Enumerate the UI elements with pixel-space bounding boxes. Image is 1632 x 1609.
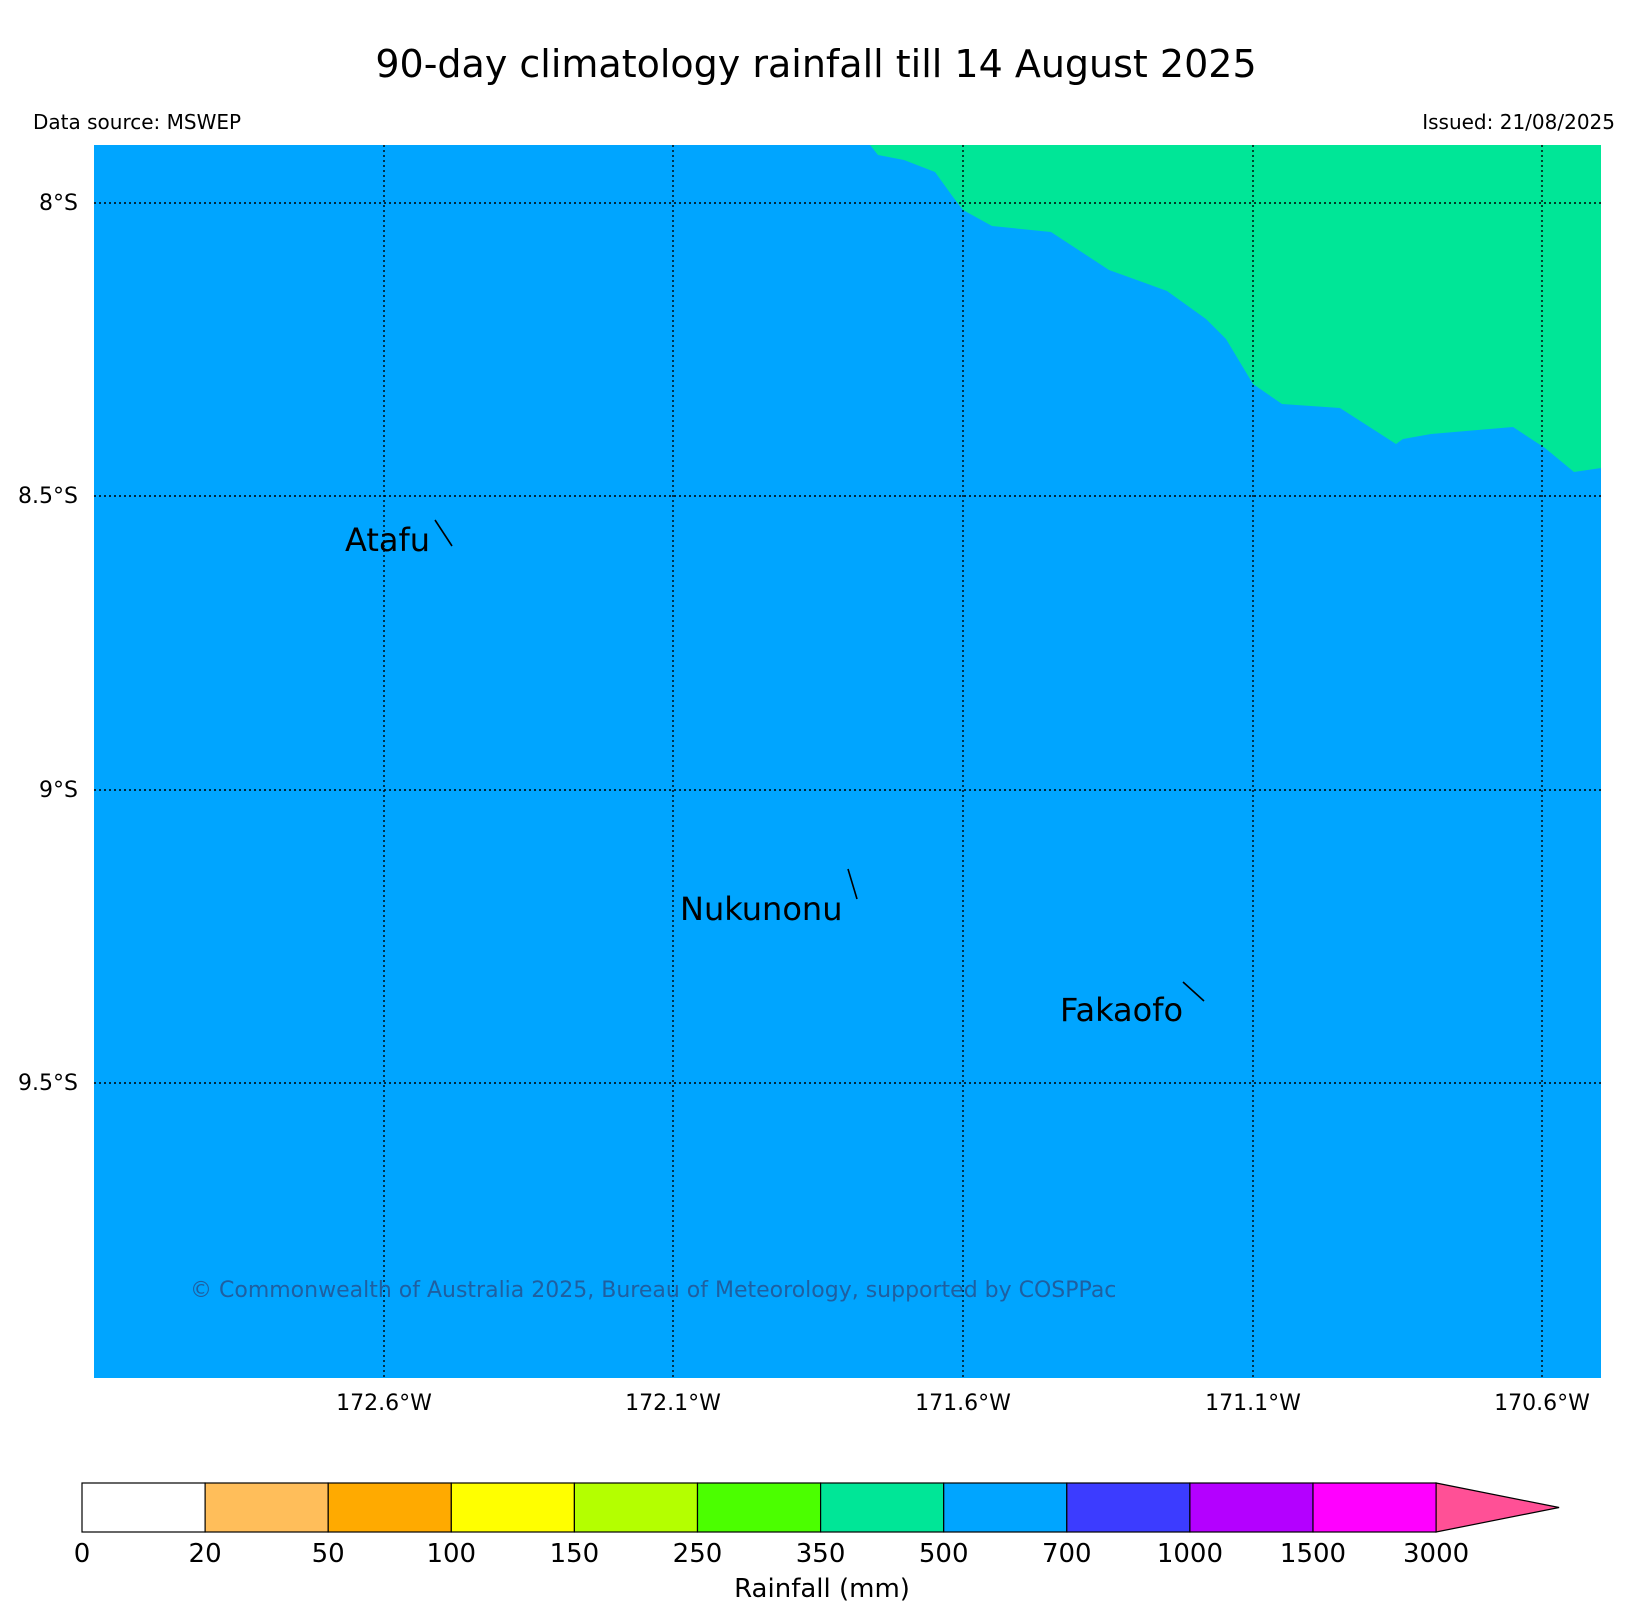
colorbar-tick-label: 0 xyxy=(74,1539,91,1569)
lat-tick-label: 8°S xyxy=(39,191,78,216)
map-title: 90-day climatology rainfall till 14 Augu… xyxy=(375,42,1257,86)
colorbar-swatch xyxy=(943,1482,1068,1533)
colorbar-swatch xyxy=(573,1482,699,1533)
atafu-atoll xyxy=(434,519,453,547)
colorbar-swatch xyxy=(1189,1482,1314,1533)
place-label-fakaofo: Fakaofo xyxy=(1060,991,1183,1029)
lon-tick-label: 171.1°W xyxy=(1205,1391,1301,1416)
colorbar-tick-label: 350 xyxy=(796,1539,846,1569)
place-label-atafu: Atafu xyxy=(345,521,430,559)
issued-date: Issued: 21/08/2025 xyxy=(1422,110,1615,134)
colorbar-swatch xyxy=(450,1482,575,1533)
data-source: Data source: MSWEP xyxy=(33,110,242,134)
lon-tick-label: 172.6°W xyxy=(336,1391,432,1416)
colorbar-tick-label: 1000 xyxy=(1157,1539,1223,1569)
colorbar-tick-label: 150 xyxy=(550,1539,600,1569)
rainfall-region-350-500 xyxy=(870,145,1601,472)
nukunonu-atoll xyxy=(847,868,858,900)
colorbar-ticks: 0 20 50 100 150 250 350 500 700 1000 1500 3000 xyxy=(74,1539,1469,1569)
colorbar-swatch xyxy=(696,1482,822,1533)
colorbar-tick-label: 50 xyxy=(312,1539,345,1569)
colorbar-swatch xyxy=(204,1482,329,1533)
colorbar-tick-label: 100 xyxy=(426,1539,476,1569)
lon-tick-label: 171.6°W xyxy=(915,1391,1011,1416)
graticule xyxy=(94,145,1601,1378)
colorbar-tick-label: 700 xyxy=(1042,1539,1092,1569)
colorbar-tick-label: 500 xyxy=(919,1539,969,1569)
islands xyxy=(434,519,1205,1002)
colorbar-tick-label: 3000 xyxy=(1403,1539,1469,1569)
colorbar-tick-label: 1500 xyxy=(1280,1539,1346,1569)
place-label-nukunonu: Nukunonu xyxy=(680,890,842,928)
lat-tick-label: 9°S xyxy=(39,778,78,803)
colorbar-label: Rainfall (mm) xyxy=(734,1574,910,1604)
colorbar-swatch xyxy=(1312,1482,1437,1533)
colorbar-swatch xyxy=(1066,1482,1191,1533)
colorbar-swatch xyxy=(327,1482,452,1533)
lon-tick-label: 170.6°W xyxy=(1494,1391,1590,1416)
colorbar-swatch xyxy=(81,1482,206,1533)
colorbar xyxy=(81,1482,1560,1533)
colorbar-tick-label: 250 xyxy=(673,1539,723,1569)
fakaofo-atoll xyxy=(1182,981,1205,1002)
colorbar-swatch xyxy=(819,1482,945,1533)
lat-tick-label: 8.5°S xyxy=(18,484,78,509)
colorbar-extend-arrow xyxy=(1435,1482,1560,1533)
lon-tick-label: 172.1°W xyxy=(625,1391,721,1416)
lat-tick-label: 9.5°S xyxy=(18,1071,78,1096)
copyright-notice: © Commonwealth of Australia 2025, Bureau… xyxy=(190,1278,1116,1303)
colorbar-tick-label: 20 xyxy=(189,1539,222,1569)
